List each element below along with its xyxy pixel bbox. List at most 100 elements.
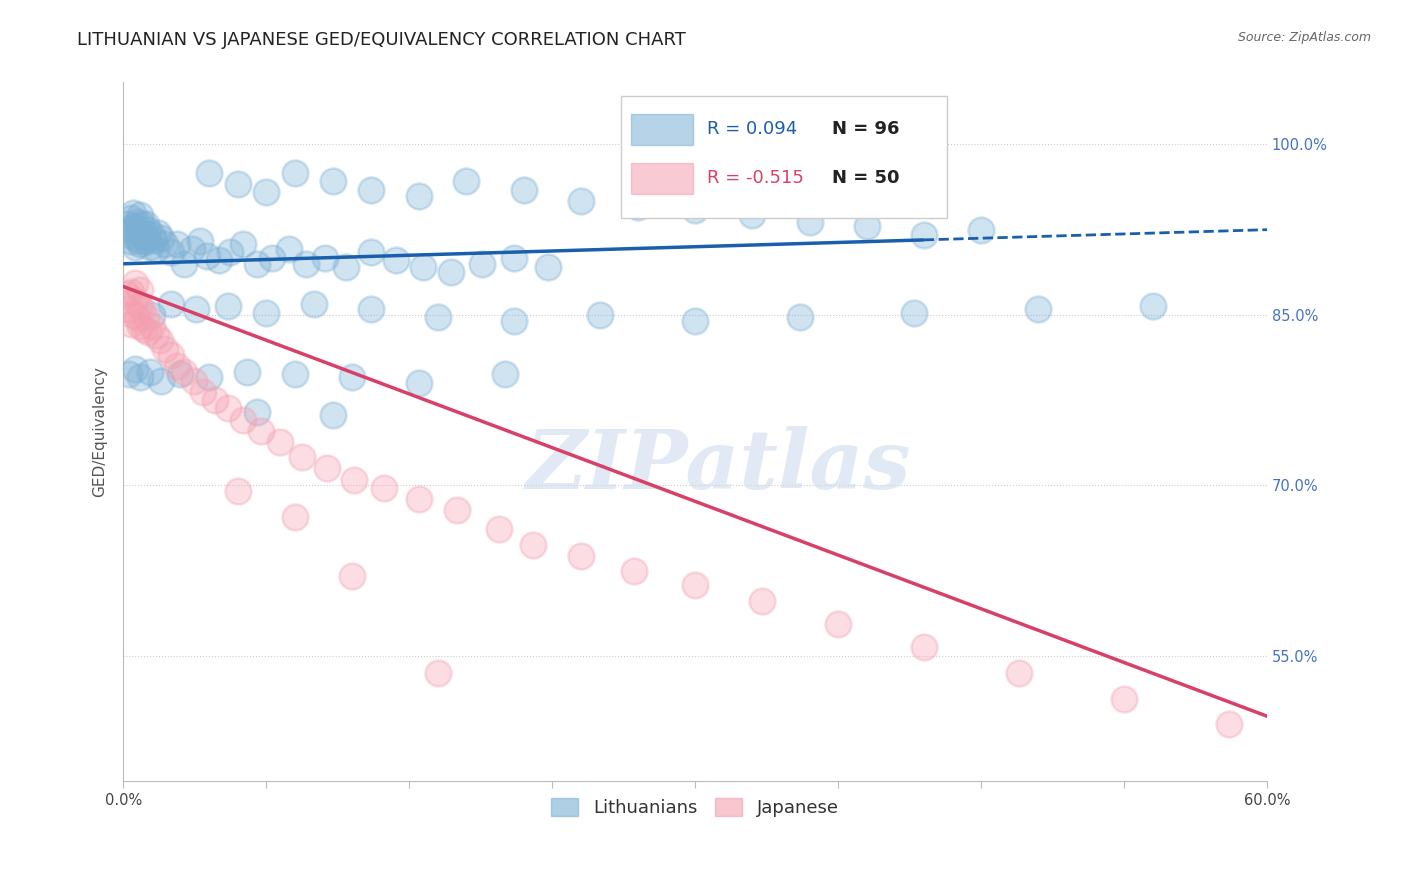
Point bbox=[135, 217, 157, 231]
Point bbox=[195, 249, 218, 263]
Point bbox=[173, 365, 195, 379]
Point bbox=[121, 222, 143, 236]
Point bbox=[569, 194, 592, 209]
Point bbox=[322, 408, 344, 422]
Point bbox=[343, 473, 366, 487]
Point bbox=[219, 245, 242, 260]
Point bbox=[284, 367, 307, 381]
Point bbox=[131, 302, 153, 317]
Point bbox=[136, 325, 159, 339]
Point bbox=[129, 319, 152, 334]
Point bbox=[232, 237, 254, 252]
Point bbox=[118, 228, 141, 243]
Point bbox=[166, 359, 188, 373]
Point bbox=[408, 492, 430, 507]
Point bbox=[799, 215, 821, 229]
Point bbox=[121, 205, 143, 219]
Point bbox=[193, 385, 215, 400]
Point bbox=[184, 302, 207, 317]
Point bbox=[912, 640, 935, 654]
Point bbox=[360, 245, 382, 260]
Point bbox=[360, 302, 382, 317]
Point bbox=[226, 484, 249, 499]
Point bbox=[494, 367, 516, 381]
FancyBboxPatch shape bbox=[631, 114, 693, 145]
Point bbox=[142, 233, 165, 247]
Point bbox=[115, 287, 138, 301]
Point bbox=[269, 435, 291, 450]
Point bbox=[226, 178, 249, 192]
Point bbox=[827, 617, 849, 632]
Point bbox=[340, 370, 363, 384]
Point bbox=[316, 461, 339, 475]
Point bbox=[124, 240, 146, 254]
Point bbox=[188, 234, 211, 248]
Point bbox=[139, 240, 162, 254]
Point bbox=[302, 296, 325, 310]
Point bbox=[522, 537, 544, 551]
Point bbox=[129, 208, 152, 222]
Point bbox=[181, 242, 204, 256]
Text: R = -0.515: R = -0.515 bbox=[707, 169, 803, 187]
Point bbox=[360, 183, 382, 197]
Point bbox=[627, 200, 650, 214]
Point bbox=[412, 260, 434, 275]
Text: LITHUANIAN VS JAPANESE GED/EQUIVALENCY CORRELATION CHART: LITHUANIAN VS JAPANESE GED/EQUIVALENCY C… bbox=[77, 31, 686, 49]
Point bbox=[512, 183, 534, 197]
Point bbox=[155, 342, 177, 356]
Point bbox=[440, 265, 463, 279]
Point bbox=[278, 242, 301, 256]
Point bbox=[131, 217, 153, 231]
Point bbox=[217, 401, 239, 416]
Point bbox=[131, 228, 153, 243]
Point bbox=[254, 306, 277, 320]
Point bbox=[284, 166, 307, 180]
Point bbox=[121, 308, 143, 322]
Point bbox=[141, 319, 163, 334]
FancyBboxPatch shape bbox=[621, 95, 946, 219]
Point bbox=[249, 424, 271, 438]
Point bbox=[136, 222, 159, 236]
Point bbox=[855, 219, 877, 234]
Point bbox=[141, 228, 163, 243]
Point bbox=[232, 412, 254, 426]
Point bbox=[128, 234, 150, 248]
Point bbox=[173, 257, 195, 271]
Point bbox=[155, 237, 177, 252]
Point bbox=[145, 328, 167, 343]
Point bbox=[254, 185, 277, 199]
Point bbox=[912, 228, 935, 243]
Point bbox=[198, 166, 221, 180]
Point bbox=[134, 226, 156, 240]
Point bbox=[503, 251, 526, 265]
Point bbox=[169, 367, 191, 381]
Point bbox=[569, 549, 592, 563]
Point bbox=[128, 222, 150, 236]
Point bbox=[291, 450, 314, 464]
Point bbox=[125, 215, 148, 229]
Point bbox=[589, 308, 612, 322]
Point bbox=[246, 257, 269, 271]
Text: ZIPatlas: ZIPatlas bbox=[526, 426, 911, 507]
Point bbox=[198, 370, 221, 384]
Point bbox=[1142, 299, 1164, 313]
Point bbox=[537, 260, 560, 275]
Point bbox=[141, 308, 163, 322]
Point bbox=[1112, 692, 1135, 706]
Point bbox=[1008, 665, 1031, 680]
Point bbox=[120, 285, 142, 300]
Point bbox=[135, 310, 157, 325]
Point bbox=[335, 260, 357, 275]
Point bbox=[340, 569, 363, 583]
Point bbox=[129, 237, 152, 252]
Point bbox=[118, 367, 141, 381]
Point bbox=[139, 365, 162, 379]
Point bbox=[683, 313, 706, 327]
Point bbox=[129, 283, 152, 297]
Text: N = 50: N = 50 bbox=[832, 169, 900, 187]
Point bbox=[124, 276, 146, 290]
Point bbox=[160, 245, 183, 260]
Point bbox=[385, 253, 408, 268]
FancyBboxPatch shape bbox=[631, 163, 693, 194]
Point bbox=[124, 362, 146, 376]
